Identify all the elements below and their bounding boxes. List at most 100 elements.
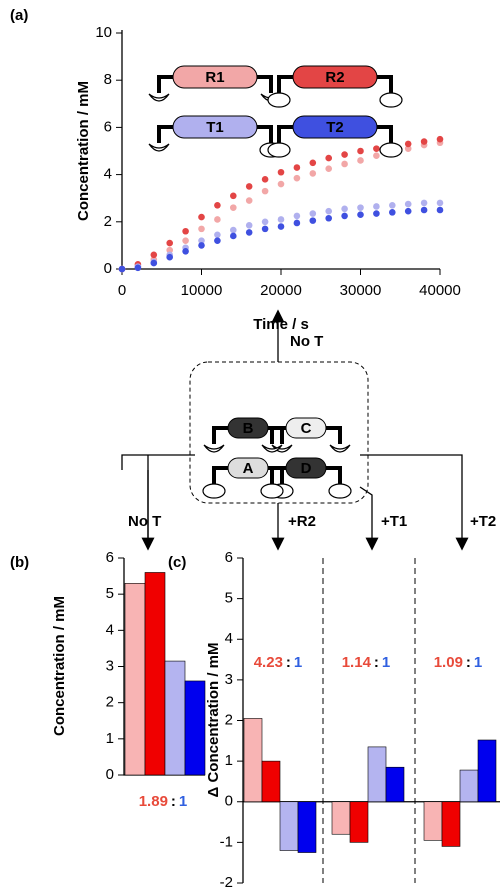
ratio: 1.14:1 [342, 654, 391, 671]
glyph: T1 [148, 115, 283, 158]
data-point [404, 145, 412, 152]
data-point [309, 210, 317, 217]
data-point [277, 180, 285, 188]
arrow-label: No T [290, 333, 323, 350]
glyph-end [261, 444, 283, 453]
x-tick-label: 30000 [340, 282, 382, 299]
bar [297, 801, 317, 853]
data-point [341, 160, 348, 168]
data-point [198, 213, 205, 221]
glyph-label: C [301, 420, 312, 437]
ratio-part: : [466, 654, 471, 671]
y-tick-label: 8 [104, 71, 112, 88]
data-point [357, 147, 364, 155]
glyph-label: R1 [205, 69, 224, 86]
y-tick-label: 6 [225, 549, 233, 566]
y-tick-label: 0 [225, 793, 233, 810]
data-point [245, 229, 253, 236]
data-point [357, 204, 364, 211]
glyph-end [260, 483, 284, 499]
data-point [245, 183, 253, 190]
data-point [134, 264, 142, 272]
y-axis-label: Concentration / mM [75, 81, 92, 221]
arrows [121, 309, 469, 551]
glyph: R1 [148, 65, 282, 102]
data-point [230, 226, 237, 234]
ratio: 1.09:1 [434, 654, 483, 671]
data-point [230, 232, 237, 240]
glyph-label: D [301, 460, 312, 477]
data-point [325, 154, 333, 162]
glyph-arm [270, 466, 342, 484]
glyph-end [379, 142, 403, 158]
y-tick-label: 4 [225, 630, 233, 647]
data-point [182, 237, 189, 244]
ratio-part: 1.09 [434, 654, 463, 671]
glyph-arm [157, 75, 273, 93]
glyph-end [267, 92, 291, 108]
y-tick-label: 6 [104, 118, 112, 135]
y-tick-label: 3 [106, 657, 114, 674]
panel-label: (b) [10, 554, 29, 571]
data-point [198, 225, 205, 233]
bar [349, 801, 369, 843]
data-point [404, 207, 412, 215]
glyph-end [148, 93, 170, 102]
data-point [261, 225, 269, 233]
data-point [230, 204, 237, 211]
bar [459, 769, 479, 803]
data-point [150, 259, 158, 267]
y-tick-label: 0 [104, 260, 112, 277]
data-point [198, 237, 205, 244]
data-point [277, 168, 285, 176]
data-point [341, 205, 348, 213]
glyph-label: T1 [206, 119, 224, 136]
data-point [357, 211, 364, 219]
data-point [214, 216, 221, 223]
data-point [214, 237, 221, 244]
data-point [118, 265, 126, 273]
bar [124, 583, 146, 776]
glyph-label: T2 [326, 119, 344, 136]
bar [243, 718, 263, 803]
y-axis-label: Concentration / mM [51, 596, 68, 736]
ratio-part: 1.14 [342, 654, 372, 671]
ratio: 1.89:1 [139, 793, 188, 810]
data-point [261, 187, 269, 195]
glyph-label: A [243, 460, 254, 477]
data-point [341, 151, 348, 158]
data-point [166, 246, 173, 254]
data-point [293, 174, 301, 182]
data-point [309, 217, 317, 224]
data-point [261, 218, 269, 226]
data-point [230, 192, 237, 200]
data-point [420, 199, 428, 207]
y-tick-label: 2 [104, 213, 112, 230]
glyph-body [285, 457, 327, 479]
data-point [214, 201, 221, 209]
y-tick-label: 4 [106, 621, 114, 638]
arrow-label: +T2 [470, 513, 496, 530]
data-point [373, 203, 380, 210]
data-point [277, 223, 285, 230]
data-point [357, 157, 364, 164]
data-point [373, 210, 380, 217]
glyph-arm [270, 426, 342, 444]
y-tick-label: 2 [106, 694, 114, 711]
data-point [182, 248, 189, 255]
system-box [189, 361, 369, 504]
data-point [309, 170, 317, 177]
y-tick-label: -2 [220, 874, 233, 888]
bar [144, 572, 166, 776]
data-point [245, 222, 253, 229]
glyph-body [292, 115, 378, 139]
bar [423, 801, 443, 841]
panel-label: (c) [168, 554, 186, 571]
data-point [420, 138, 428, 145]
x-tick-label: 20000 [260, 282, 302, 299]
data-point [325, 165, 333, 172]
bar [441, 801, 461, 847]
glyph-end [379, 92, 403, 108]
glyph-body [292, 65, 378, 89]
